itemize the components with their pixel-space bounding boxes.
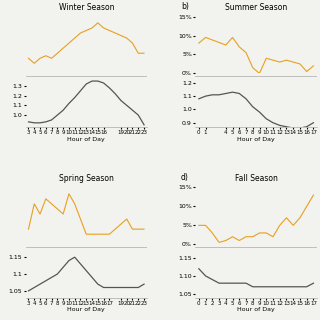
Title: Summer Season: Summer Season — [225, 3, 287, 12]
X-axis label: Hour of Day: Hour of Day — [68, 137, 105, 141]
Text: b): b) — [181, 2, 189, 11]
X-axis label: Hour of Day: Hour of Day — [237, 308, 275, 312]
Text: d): d) — [181, 173, 189, 182]
Title: Spring Season: Spring Season — [59, 174, 114, 183]
X-axis label: Hour of Day: Hour of Day — [237, 137, 275, 141]
X-axis label: Hour of Day: Hour of Day — [68, 308, 105, 312]
Title: Winter Season: Winter Season — [59, 3, 114, 12]
Title: Fall Season: Fall Season — [235, 174, 277, 183]
